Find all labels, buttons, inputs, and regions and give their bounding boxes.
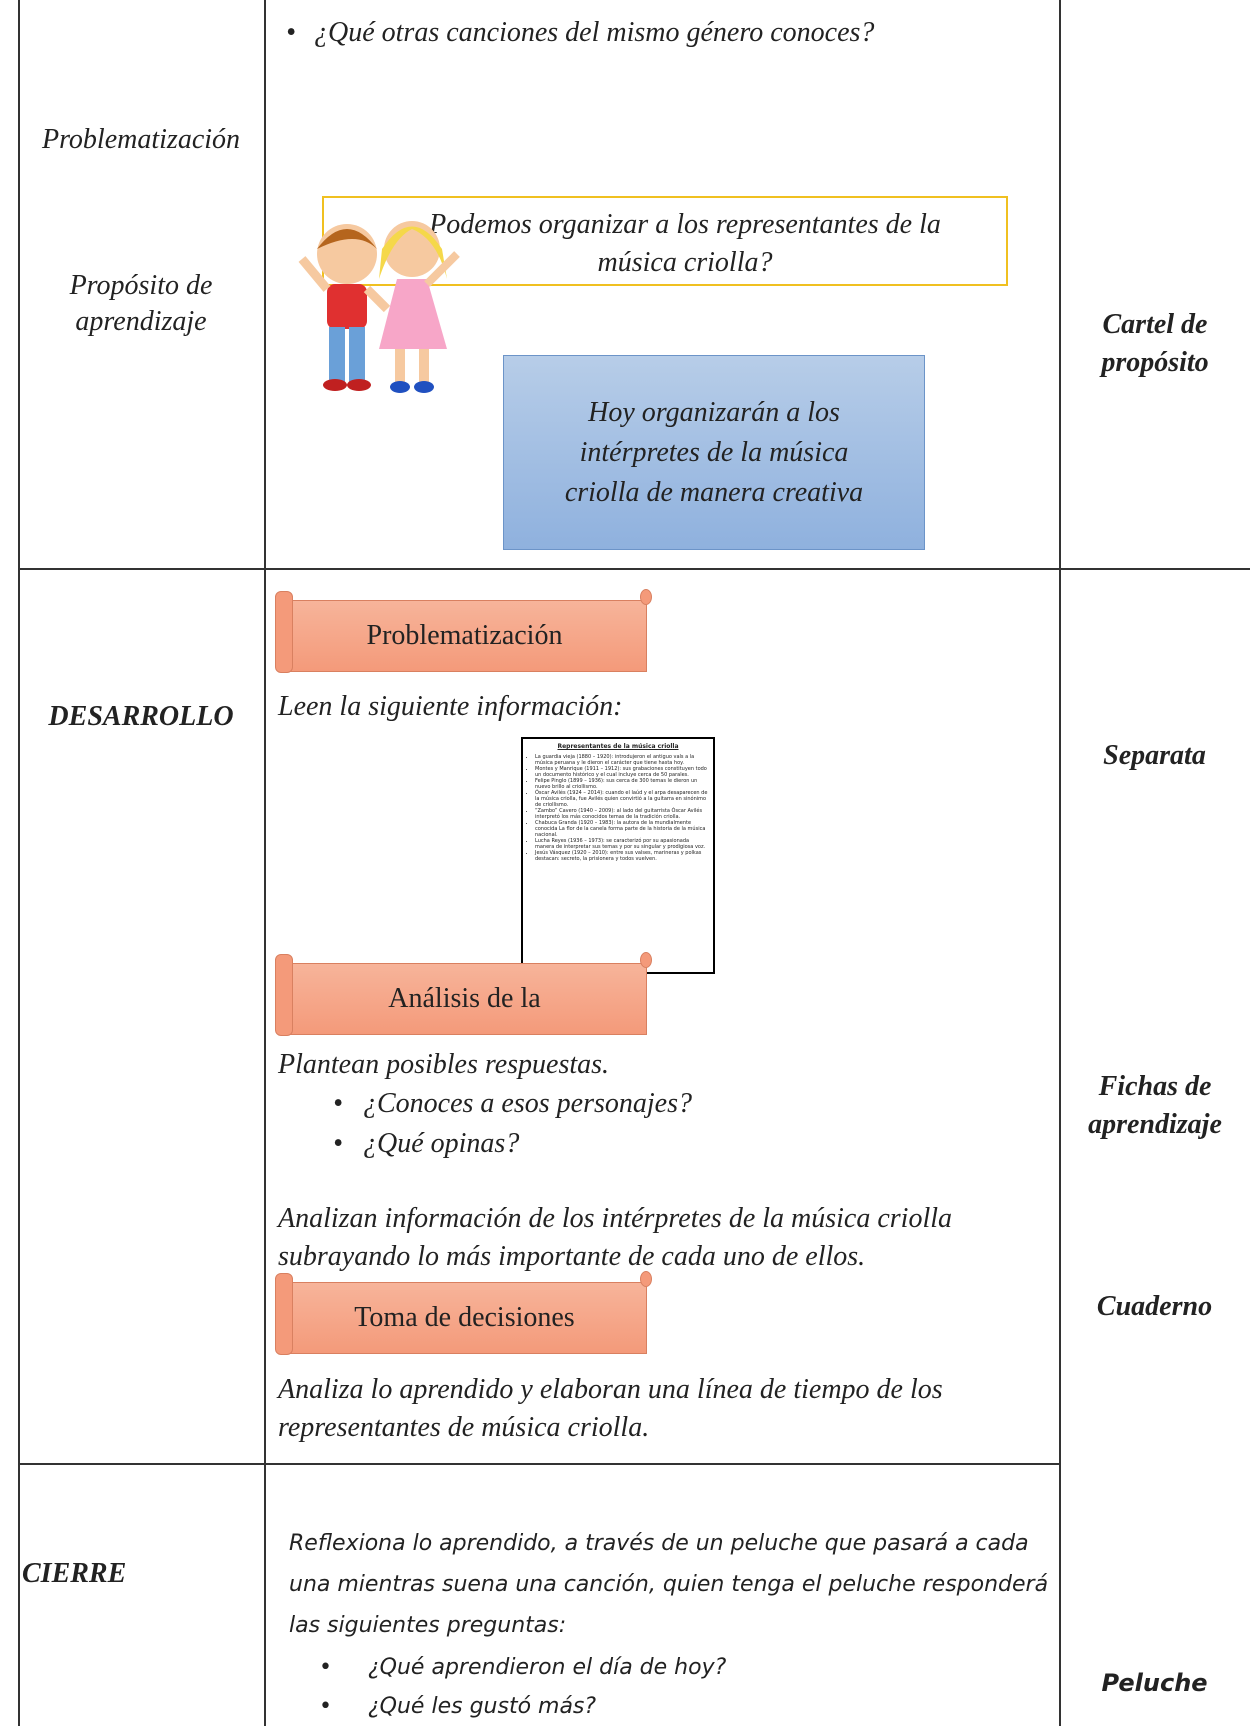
label: DESARROLLO <box>48 701 234 732</box>
ribbon: Análisis de la <box>275 952 652 1036</box>
separata-item: La guardia vieja (1880 – 1920): introduj… <box>535 754 709 766</box>
text: Plantean posibles respuestas. <box>278 1049 610 1080</box>
question-box: Podemos organizar a los representantes d… <box>322 196 1008 286</box>
resource: Fichas de aprendizaje <box>1088 1071 1222 1140</box>
separata-item: Montes y Manrique (1911 – 1912): sus gra… <box>535 766 709 778</box>
label: Problematización <box>41 124 241 155</box>
question: ¿Conoces a esos personajes? <box>363 1088 692 1119</box>
resource: Peluche <box>1101 1669 1208 1697</box>
border <box>18 568 1250 570</box>
bullet-dot: • <box>319 1694 332 1719</box>
border <box>18 1463 1059 1465</box>
separata-item: Chabuca Granda (1920 – 1983): la autora … <box>535 820 709 838</box>
separata-item: Lucha Reyes (1936 – 1973): se caracteriz… <box>535 838 709 850</box>
bullet-dot: • <box>333 1088 343 1119</box>
separata-item: Felipe Pinglo (1899 – 1936): sus cerca d… <box>535 778 709 790</box>
separata-item: Jesús Vásquez (1920 – 2010): entre sus v… <box>535 850 709 862</box>
question-text: Podemos organizar a los representantes d… <box>429 209 941 278</box>
text: Analizan información de los intérpretes … <box>278 1203 953 1272</box>
question: ¿Qué opinas? <box>363 1128 520 1159</box>
border <box>1059 0 1061 1726</box>
border <box>264 0 266 1726</box>
text: Leen la siguiente información: <box>278 691 623 722</box>
resource: Cartel de propósito <box>1101 309 1209 378</box>
kids-illustration <box>298 221 460 393</box>
bullet-dot: • <box>333 1128 343 1159</box>
bullet-dot: • <box>319 1655 332 1680</box>
label: CIERRE <box>22 1558 127 1589</box>
question: ¿Qué aprendieron el día de hoy? <box>368 1655 727 1680</box>
question: ¿Qué otras canciones del mismo género co… <box>314 17 875 48</box>
purpose-text: Hoy organizarán a los intérpretes de la … <box>564 396 864 508</box>
separata-thumbnail: Representantes de la música criolla La g… <box>521 737 715 974</box>
label: Propósito de aprendizaje <box>69 270 213 337</box>
resource: Separata <box>1103 740 1206 771</box>
question: ¿Qué les gustó más? <box>368 1694 597 1719</box>
resource: Cuaderno <box>1096 1291 1213 1322</box>
bullet-dot: • <box>286 17 296 48</box>
separata-list: La guardia vieja (1880 – 1920): introduj… <box>527 754 709 862</box>
ribbon: Toma de decisiones <box>275 1271 652 1355</box>
border <box>18 0 20 1726</box>
text: Analiza lo aprendido y elaboran una líne… <box>278 1374 943 1443</box>
separata-item: Óscar Avilés (1924 – 2014): cuando el la… <box>535 790 709 808</box>
text: Reflexiona lo aprendido, a través de un … <box>289 1531 1049 1638</box>
ribbon: Problematización <box>275 589 652 673</box>
separata-title: Representantes de la música criolla <box>557 743 679 750</box>
purpose-box: Hoy organizarán a los intérpretes de la … <box>503 355 925 550</box>
separata-item: “Zambo” Cavero (1940 – 2009): al lado de… <box>535 808 709 820</box>
